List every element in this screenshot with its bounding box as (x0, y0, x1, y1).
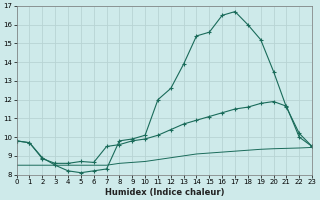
X-axis label: Humidex (Indice chaleur): Humidex (Indice chaleur) (105, 188, 224, 197)
